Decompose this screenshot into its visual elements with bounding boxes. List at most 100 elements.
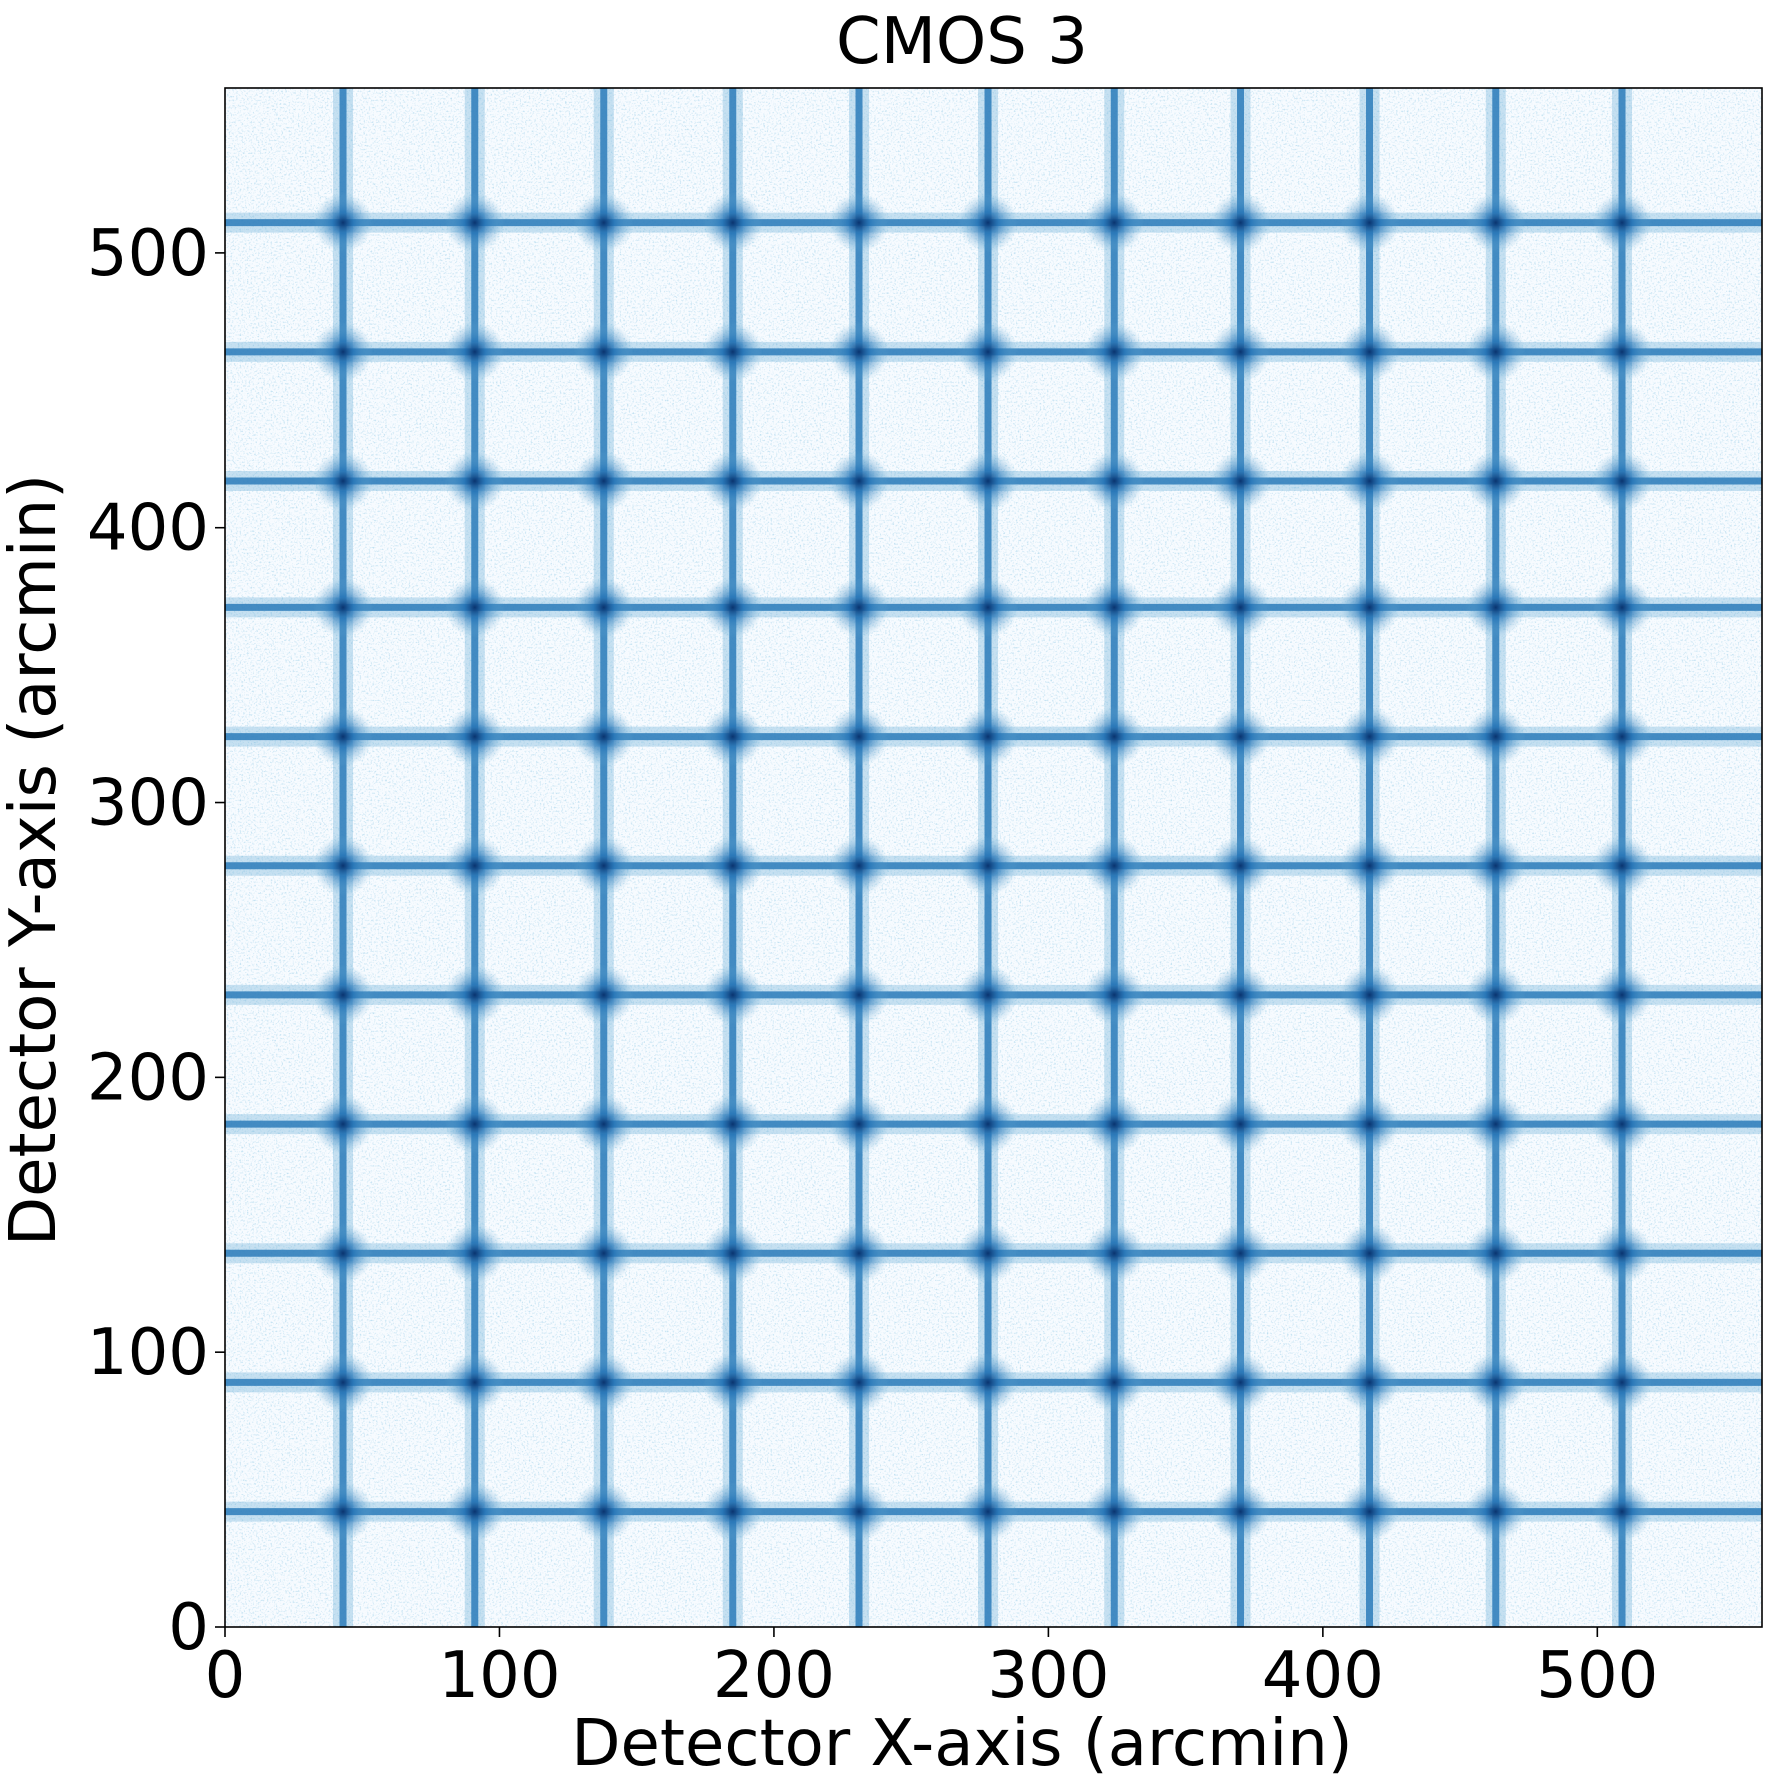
spot-0-8: [313, 450, 374, 511]
spot-5-10: [958, 192, 1019, 253]
spot-10-9: [1592, 321, 1653, 382]
spot-1-6: [444, 706, 505, 767]
spot-3-7: [702, 577, 763, 638]
y-tick-label-3: 300: [87, 767, 209, 841]
spot-0-10: [313, 192, 374, 253]
spot-6-6: [1084, 706, 1145, 767]
spot-3-8: [702, 450, 763, 511]
spot-7-10: [1210, 192, 1271, 253]
spot-5-0: [958, 1481, 1019, 1542]
spot-9-5: [1465, 835, 1526, 896]
spot-4-8: [829, 450, 890, 511]
spot-9-0: [1465, 1481, 1526, 1542]
intersection-spots: [313, 192, 1653, 1542]
spot-10-8: [1592, 450, 1653, 511]
spot-9-3: [1465, 1094, 1526, 1155]
spot-10-3: [1592, 1094, 1653, 1155]
spot-3-5: [702, 835, 763, 896]
plot-frame: [224, 87, 1763, 1628]
spot-6-3: [1084, 1094, 1145, 1155]
spot-0-1: [313, 1352, 374, 1413]
spot-10-2: [1592, 1223, 1653, 1284]
spot-4-6: [829, 706, 890, 767]
y-tick-label-5: 500: [87, 217, 209, 291]
spot-0-6: [313, 706, 374, 767]
y-tick-label-1: 100: [87, 1316, 209, 1390]
spot-3-2: [702, 1223, 763, 1284]
x-tick-label-2: 200: [713, 1639, 835, 1713]
spot-9-1: [1465, 1352, 1526, 1413]
spot-6-2: [1084, 1223, 1145, 1284]
spot-7-6: [1210, 706, 1271, 767]
spot-5-2: [958, 1223, 1019, 1284]
spot-0-2: [313, 1223, 374, 1284]
spot-10-1: [1592, 1352, 1653, 1413]
spot-4-10: [829, 192, 890, 253]
spot-1-10: [444, 192, 505, 253]
spot-9-9: [1465, 321, 1526, 382]
y-tick-label-0: 0: [168, 1591, 209, 1665]
y-axis-ticks: 0 100 200 300 400 500: [87, 217, 225, 1665]
x-tick-label-4: 400: [1262, 1639, 1384, 1713]
spot-3-6: [702, 706, 763, 767]
spot-8-2: [1339, 1223, 1400, 1284]
spot-0-9: [313, 321, 374, 382]
spot-9-8: [1465, 450, 1526, 511]
spot-10-0: [1592, 1481, 1653, 1542]
spot-5-9: [958, 321, 1019, 382]
spot-2-5: [573, 835, 634, 896]
spot-8-9: [1339, 321, 1400, 382]
spot-3-3: [702, 1094, 763, 1155]
x-axis-label: Detector X-axis (arcmin): [571, 1707, 1352, 1781]
spot-5-6: [958, 706, 1019, 767]
spot-3-1: [702, 1352, 763, 1413]
spot-6-4: [1084, 964, 1145, 1025]
spot-8-6: [1339, 706, 1400, 767]
spot-5-4: [958, 964, 1019, 1025]
spot-2-8: [573, 450, 634, 511]
x-tick-label-1: 100: [438, 1639, 560, 1713]
spot-5-1: [958, 1352, 1019, 1413]
spot-6-0: [1084, 1481, 1145, 1542]
spot-9-6: [1465, 706, 1526, 767]
spot-4-9: [829, 321, 890, 382]
spot-2-3: [573, 1094, 634, 1155]
spot-2-0: [573, 1481, 634, 1542]
spot-10-7: [1592, 577, 1653, 638]
spot-4-7: [829, 577, 890, 638]
spot-7-0: [1210, 1481, 1271, 1542]
spot-8-4: [1339, 964, 1400, 1025]
spot-8-3: [1339, 1094, 1400, 1155]
spot-8-10: [1339, 192, 1400, 253]
spot-3-9: [702, 321, 763, 382]
spot-1-1: [444, 1352, 505, 1413]
spot-7-4: [1210, 964, 1271, 1025]
spot-5-5: [958, 835, 1019, 896]
spot-8-1: [1339, 1352, 1400, 1413]
spot-1-3: [444, 1094, 505, 1155]
spot-4-4: [829, 964, 890, 1025]
spot-6-10: [1084, 192, 1145, 253]
spot-10-5: [1592, 835, 1653, 896]
spot-3-4: [702, 964, 763, 1025]
spot-1-8: [444, 450, 505, 511]
spot-0-3: [313, 1094, 374, 1155]
spot-9-2: [1465, 1223, 1526, 1284]
x-tick-label-0: 0: [205, 1639, 246, 1713]
spot-4-0: [829, 1481, 890, 1542]
spot-1-5: [444, 835, 505, 896]
spot-0-0: [313, 1481, 374, 1542]
spot-4-3: [829, 1094, 890, 1155]
spot-9-4: [1465, 964, 1526, 1025]
spot-2-1: [573, 1352, 634, 1413]
chart-title: CMOS 3: [836, 5, 1088, 79]
spot-4-5: [829, 835, 890, 896]
y-axis-label: Detector Y-axis (arcmin): [0, 474, 71, 1246]
spot-6-1: [1084, 1352, 1145, 1413]
spot-7-3: [1210, 1094, 1271, 1155]
spot-0-5: [313, 835, 374, 896]
spot-6-9: [1084, 321, 1145, 382]
spot-1-0: [444, 1481, 505, 1542]
spot-10-10: [1592, 192, 1653, 253]
spot-1-4: [444, 964, 505, 1025]
